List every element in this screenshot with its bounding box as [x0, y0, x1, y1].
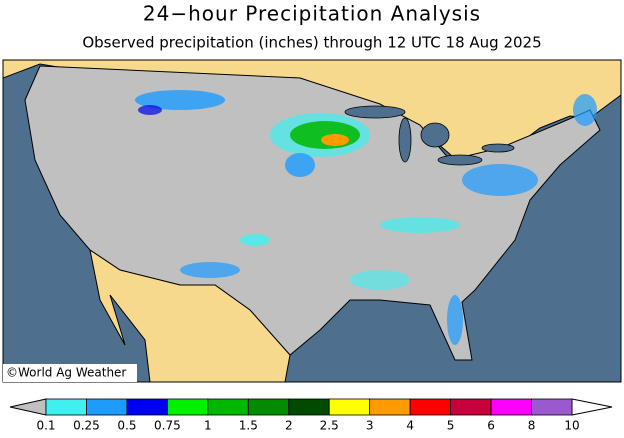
legend-label: 0.25 [73, 419, 100, 433]
legend-label: 2.5 [320, 419, 339, 433]
color-swatch [490, 398, 532, 416]
legend-label: 6 [487, 419, 495, 433]
subtitle: Observed precipitation (inches) through … [82, 34, 541, 52]
legend-label: 10 [564, 419, 579, 433]
legend-label: 0.1 [36, 419, 55, 433]
map: ©World Ag Weather [2, 59, 622, 383]
great-lakes [344, 105, 515, 166]
legend-label: 3 [366, 419, 374, 433]
legend-label: 4 [406, 419, 414, 433]
legend-label: 8 [528, 419, 536, 433]
map-frame [2, 59, 622, 383]
colorbar: 0.1 0.25 0.5 0.75 1 1.5 2 2.5 3 4 5 6 8 10 [9, 398, 613, 433]
color-swatch [207, 398, 249, 416]
over-swatch [571, 398, 613, 416]
legend-label: 2 [285, 419, 293, 433]
color-swatch [450, 398, 492, 416]
legend-label: 1 [204, 419, 212, 433]
legend-label: 1.5 [239, 419, 258, 433]
color-swatch [166, 398, 209, 416]
credit: ©World Ag Weather [6, 366, 126, 380]
color-swatch [288, 398, 330, 416]
color-swatch [531, 398, 573, 416]
color-swatch [86, 398, 128, 416]
legend-label: 0.75 [154, 419, 181, 433]
color-swatch [45, 398, 87, 416]
mexico [89, 248, 291, 382]
color-swatch [328, 398, 371, 416]
color-swatch [126, 398, 168, 416]
precipitation [135, 90, 597, 345]
title: 24−hour Precipitation Analysis [143, 2, 481, 26]
color-swatch [409, 398, 452, 416]
credit-box [3, 364, 137, 382]
legend-label: 0.5 [117, 419, 136, 433]
under-swatch [9, 398, 47, 416]
color-swatch [247, 398, 290, 416]
color-swatch [369, 398, 411, 416]
legend-label: 5 [447, 419, 455, 433]
